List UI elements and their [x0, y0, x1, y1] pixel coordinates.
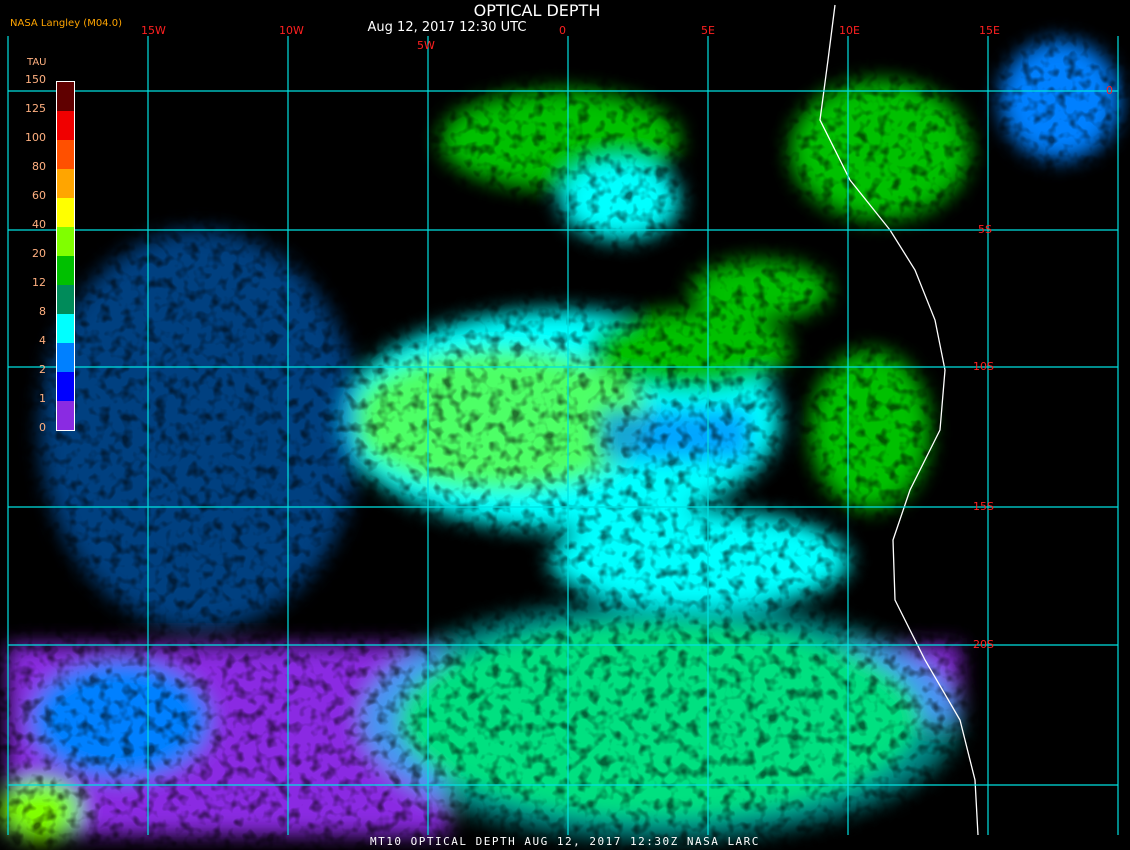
lat-label: 5S [978, 223, 992, 236]
lat-lon-grid [7, 36, 1119, 835]
colorbar-tick-label: 12 [32, 276, 46, 289]
colorbar-tick-label: 2 [39, 363, 46, 376]
colorbar-bin [57, 372, 74, 401]
colorbar-tick-label: 125 [25, 102, 46, 115]
colorbar-tick-label: 100 [25, 131, 46, 144]
colorbar-bin [57, 401, 74, 430]
coastline [819, 4, 979, 836]
colorbar-title: TAU [27, 57, 47, 68]
lon-label: 10E [839, 24, 860, 37]
colorbar-bin [57, 111, 74, 140]
colorbar [56, 81, 75, 431]
colorbar-bin [57, 227, 74, 256]
footer-caption: MT10 OPTICAL DEPTH AUG 12, 2017 12:30Z N… [370, 835, 760, 848]
lon-label: 15W [141, 24, 166, 37]
colorbar-tick-label: 150 [25, 73, 46, 86]
lon-label: 5W [417, 39, 435, 52]
colorbar-bin [57, 343, 74, 372]
colorbar-bin [57, 198, 74, 227]
colorbar-tick-label: 8 [39, 305, 46, 318]
colorbar-bin [57, 314, 74, 343]
credit-label: NASA Langley (M04.0) [10, 18, 122, 29]
colorbar-bin [57, 256, 74, 285]
colorbar-bin [57, 140, 74, 169]
lon-label: 5E [701, 24, 715, 37]
map-title: OPTICAL DEPTH [473, 1, 601, 20]
lat-label: 15S [973, 500, 994, 513]
map-datetime: Aug 12, 2017 12:30 UTC [367, 20, 527, 35]
lat-label: 10S [973, 360, 994, 373]
lat-label: 0 [1106, 84, 1113, 97]
lon-label: 10W [279, 24, 304, 37]
colorbar-tick-label: 40 [32, 218, 46, 231]
colorbar-tick-label: 1 [39, 392, 46, 405]
colorbar-tick-label: 20 [32, 247, 46, 260]
lon-label: 15E [979, 24, 1000, 37]
colorbar-bin [57, 169, 74, 198]
colorbar-bin [57, 285, 74, 314]
colorbar-bin [57, 82, 74, 111]
colorbar-tick-label: 4 [39, 334, 46, 347]
colorbar-tick-label: 0 [39, 421, 46, 434]
colorbar-tick-label: 60 [32, 189, 46, 202]
lon-label: 0 [559, 24, 566, 37]
lat-label: 20S [973, 638, 994, 651]
colorbar-tick-label: 80 [32, 160, 46, 173]
